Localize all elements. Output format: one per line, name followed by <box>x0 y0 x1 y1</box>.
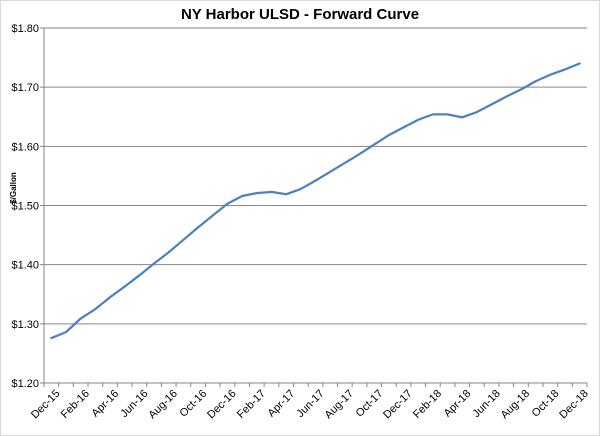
y-tick-label: $1.50 <box>11 201 39 213</box>
x-tick-label: Dec-18 <box>557 388 591 422</box>
x-tick-label: Oct-16 <box>177 388 209 420</box>
data-point <box>270 191 272 193</box>
series-group <box>50 62 581 340</box>
data-point <box>359 153 361 155</box>
y-axis-label: $/Gallon <box>9 172 18 204</box>
data-point <box>256 192 258 194</box>
chart-title: NY Harbor ULSD - Forward Curve <box>180 6 420 23</box>
data-point <box>564 68 566 70</box>
data-point <box>153 262 155 264</box>
x-tick-label: Apr-16 <box>89 388 121 420</box>
data-point <box>403 126 405 128</box>
data-point <box>476 111 478 113</box>
data-point <box>520 89 522 91</box>
x-tick-label: Aug-17 <box>322 388 356 422</box>
data-point <box>505 96 507 98</box>
x-tick-label: Feb-16 <box>59 388 92 421</box>
y-tick-label: $1.70 <box>11 82 39 94</box>
x-tick-label: Aug-18 <box>499 388 533 422</box>
y-tick-label: $1.60 <box>11 141 39 153</box>
x-tick-label: Dec-17 <box>381 388 415 422</box>
data-point <box>138 274 140 276</box>
data-point <box>182 239 184 241</box>
gridlines <box>40 27 587 384</box>
x-tick-label: Jun-16 <box>118 388 150 420</box>
series-line <box>50 62 581 340</box>
x-tick-label: Oct-17 <box>354 388 386 420</box>
y-tick-label: $1.20 <box>11 378 39 390</box>
x-tick-label: Apr-17 <box>266 388 298 420</box>
data-point <box>226 203 228 205</box>
data-point <box>109 296 111 298</box>
data-point <box>447 113 449 115</box>
data-point <box>432 113 434 115</box>
x-tick-label: Aug-16 <box>146 388 180 422</box>
data-point <box>373 144 375 146</box>
data-point <box>549 74 551 76</box>
data-point <box>535 80 537 82</box>
x-tick-label: Feb-17 <box>235 388 268 421</box>
x-tick-label: Dec-16 <box>205 388 239 422</box>
x-tick-label: Oct-18 <box>530 388 562 420</box>
data-point <box>50 337 52 339</box>
data-point <box>94 308 96 310</box>
data-point <box>197 226 199 228</box>
data-point <box>417 119 419 121</box>
x-tick-label: Jun-17 <box>294 388 326 420</box>
data-point <box>300 188 302 190</box>
data-point <box>124 286 126 288</box>
data-point <box>285 193 287 195</box>
y-tick-label: $1.30 <box>11 319 39 331</box>
x-tick-label: Jun-18 <box>471 388 503 420</box>
data-point <box>491 103 493 105</box>
data-point <box>65 331 67 333</box>
y-tick-labels: $1.20 $1.30 $1.40 $1.50 $1.60 $1.70 $1.80 <box>11 23 39 390</box>
data-point <box>461 116 463 118</box>
y-tick-label: $1.80 <box>11 23 39 35</box>
data-point <box>168 251 170 253</box>
x-tick-label: Feb-18 <box>411 388 444 421</box>
data-point <box>212 215 214 217</box>
x-tick-label: Dec-15 <box>29 388 63 422</box>
data-point <box>329 171 331 173</box>
data-point <box>344 162 346 164</box>
data-point <box>388 134 390 136</box>
data-point <box>579 63 581 65</box>
data-point <box>315 180 317 182</box>
data-point <box>241 195 243 197</box>
y-tick-label: $1.40 <box>11 260 39 272</box>
data-point <box>80 318 82 320</box>
x-tick-labels: Dec-15Feb-16Apr-16Jun-16Aug-16Oct-16Dec-… <box>29 383 591 421</box>
x-tick-label: Apr-18 <box>442 388 474 420</box>
